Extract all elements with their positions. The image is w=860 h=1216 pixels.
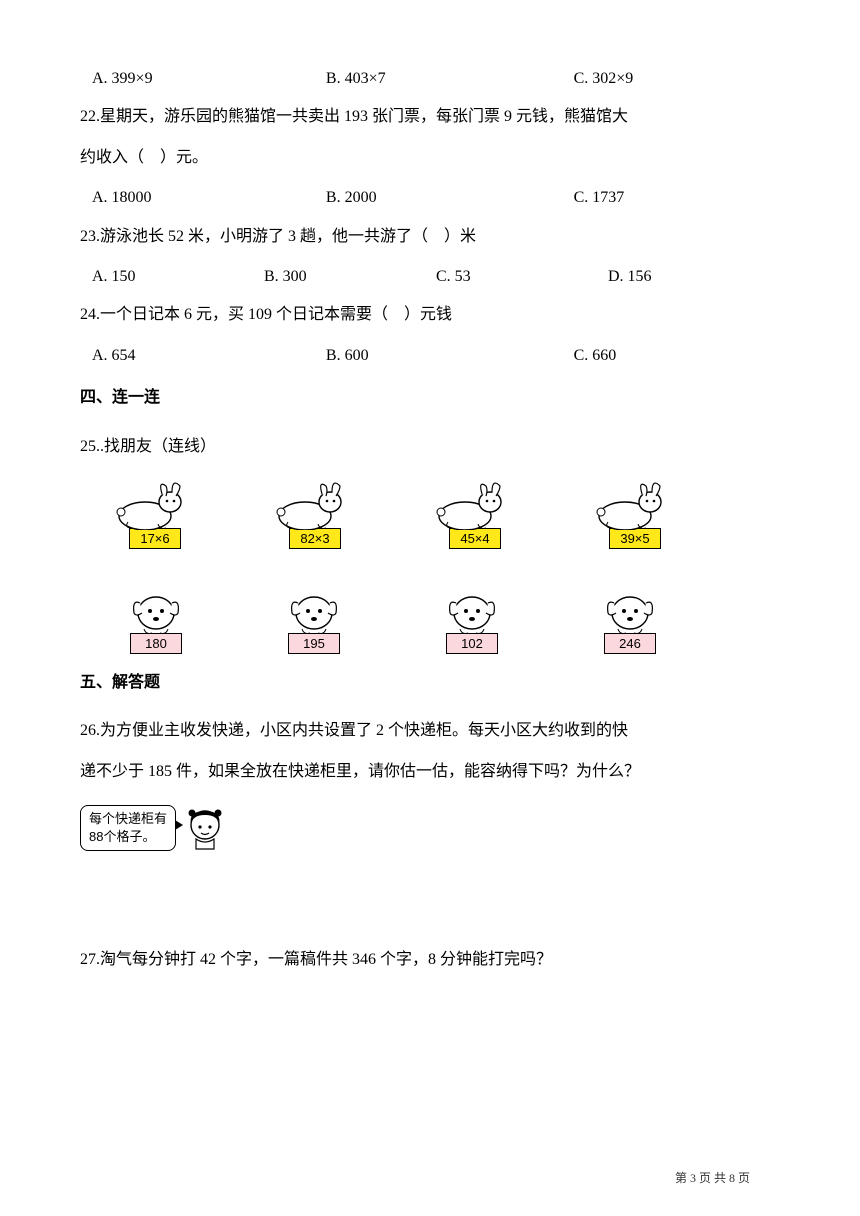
dog-label-3: 102 (446, 633, 498, 654)
matching-top-row: 17×6 82×3 (80, 482, 780, 549)
dog-icon (440, 589, 504, 635)
bubble-line1: 每个快递柜有 (89, 810, 167, 828)
q23-opt-d: D. 156 (608, 258, 780, 296)
rabbit-icon (590, 482, 680, 530)
dog-item-4: 246 (590, 589, 670, 654)
q21-opt-b: B. 403×7 (326, 60, 574, 98)
dog-item-2: 195 (274, 589, 354, 654)
dog-icon (282, 589, 346, 635)
q22-text-line2: 约收入（ ）元。 (80, 139, 780, 177)
dog-item-3: 102 (432, 589, 512, 654)
rabbit-label-3: 45×4 (449, 528, 500, 549)
girl-icon (182, 805, 228, 851)
q27-text: 27.淘气每分钟打 42 个字，一篇稿件共 346 个字，8 分钟能打完吗？ (80, 941, 780, 979)
q21-opt-c: C. 302×9 (574, 60, 780, 98)
q23-opt-b: B. 300 (264, 258, 436, 296)
q24-text: 24.一个日记本 6 元，买 109 个日记本需要（ ）元钱 (80, 296, 780, 334)
rabbit-item-1: 17×6 (100, 482, 210, 549)
q26-line1: 26.为方便业主收发快递，小区内共设置了 2 个快递柜。每天小区大约收到的快 (80, 712, 780, 750)
q25-text: 25..找朋友（连线） (80, 428, 780, 466)
section4-header: 四、连一连 (80, 379, 780, 417)
rabbit-label-1: 17×6 (129, 528, 180, 549)
section5-header: 五、解答题 (80, 664, 780, 702)
rabbit-item-3: 45×4 (420, 482, 530, 549)
q24-options: A. 654 B. 600 C. 660 (80, 337, 780, 375)
q23-opt-c: C. 53 (436, 258, 608, 296)
dog-label-1: 180 (130, 633, 182, 654)
dog-label-4: 246 (604, 633, 656, 654)
q22-text-line1: 22.星期天，游乐园的熊猫馆一共卖出 193 张门票，每张门票 9 元钱，熊猫馆… (80, 98, 780, 136)
q21-options: A. 399×9 B. 403×7 C. 302×9 (80, 60, 780, 98)
dog-item-1: 180 (116, 589, 196, 654)
rabbit-icon (110, 482, 200, 530)
q22-opt-a: A. 18000 (92, 179, 326, 217)
dog-icon (598, 589, 662, 635)
speech-bubble: 每个快递柜有 88个格子。 (80, 805, 176, 851)
rabbit-icon (430, 482, 520, 530)
q24-opt-a: A. 654 (92, 337, 326, 375)
q24-opt-c: C. 660 (574, 337, 780, 375)
rabbit-icon (270, 482, 360, 530)
q26-hint: 每个快递柜有 88个格子。 (80, 805, 228, 851)
rabbit-label-4: 39×5 (609, 528, 660, 549)
q23-text: 23.游泳池长 52 米，小明游了 3 趟，他一共游了（ ）米 (80, 218, 780, 256)
q21-opt-a: A. 399×9 (92, 60, 326, 98)
bubble-line2: 88个格子。 (89, 828, 167, 846)
q23-opt-a: A. 150 (92, 258, 264, 296)
matching-bottom-row: 180 195 (80, 589, 780, 654)
q23-options: A. 150 B. 300 C. 53 D. 156 (80, 258, 780, 296)
dog-label-2: 195 (288, 633, 340, 654)
q22-options: A. 18000 B. 2000 C. 1737 (80, 179, 780, 217)
rabbit-label-2: 82×3 (289, 528, 340, 549)
dog-icon (124, 589, 188, 635)
q22-opt-b: B. 2000 (326, 179, 574, 217)
rabbit-item-2: 82×3 (260, 482, 370, 549)
rabbit-item-4: 39×5 (580, 482, 690, 549)
q22-opt-c: C. 1737 (574, 179, 780, 217)
q26-line2: 递不少于 185 件，如果全放在快递柜里，请你估一估，能容纳得下吗？为什么？ (80, 753, 780, 791)
page-footer: 第 3 页 共 8 页 (675, 1169, 750, 1186)
q24-opt-b: B. 600 (326, 337, 574, 375)
